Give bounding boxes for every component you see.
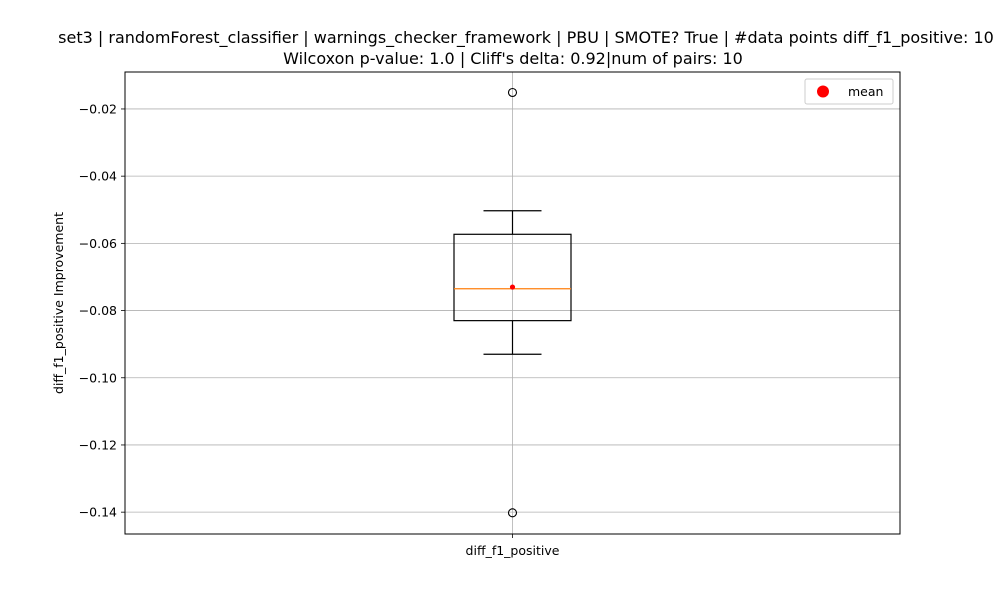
y-tick-label: −0.02: [79, 101, 117, 116]
y-tick-label: −0.06: [79, 236, 117, 251]
legend-box: [804, 78, 894, 105]
mean-marker: [509, 284, 516, 290]
outlier-point: [507, 508, 518, 518]
y-tick-label: −0.08: [79, 303, 117, 318]
y-tick-label: −0.10: [79, 370, 117, 385]
y-tick-label: −0.14: [79, 505, 117, 520]
chart-title: set3 | randomForest_classifier | warning…: [58, 28, 994, 48]
legend: mean: [804, 78, 894, 105]
x-tick-label: diff_f1_positive: [466, 543, 560, 558]
chart-subtitle: Wilcoxon p-value: 1.0 | Cliff's delta: 0…: [283, 49, 743, 68]
iqr-box: [453, 233, 572, 322]
y-tick-label: −0.04: [79, 169, 117, 184]
outlier-point: [507, 87, 518, 98]
tick-layer: −0.02 −0.04 −0.06 −0.08 −0.10 −0.12 −0.14 diff_…: [79, 101, 560, 558]
y-axis-label: diff_f1_positive Improvement: [51, 212, 66, 394]
box-layer: [453, 87, 572, 518]
legend-mean-marker: [817, 85, 829, 98]
legend-mean-label: mean: [848, 84, 883, 99]
grid-layer: [125, 72, 900, 534]
y-tick-label: −0.12: [79, 437, 117, 452]
